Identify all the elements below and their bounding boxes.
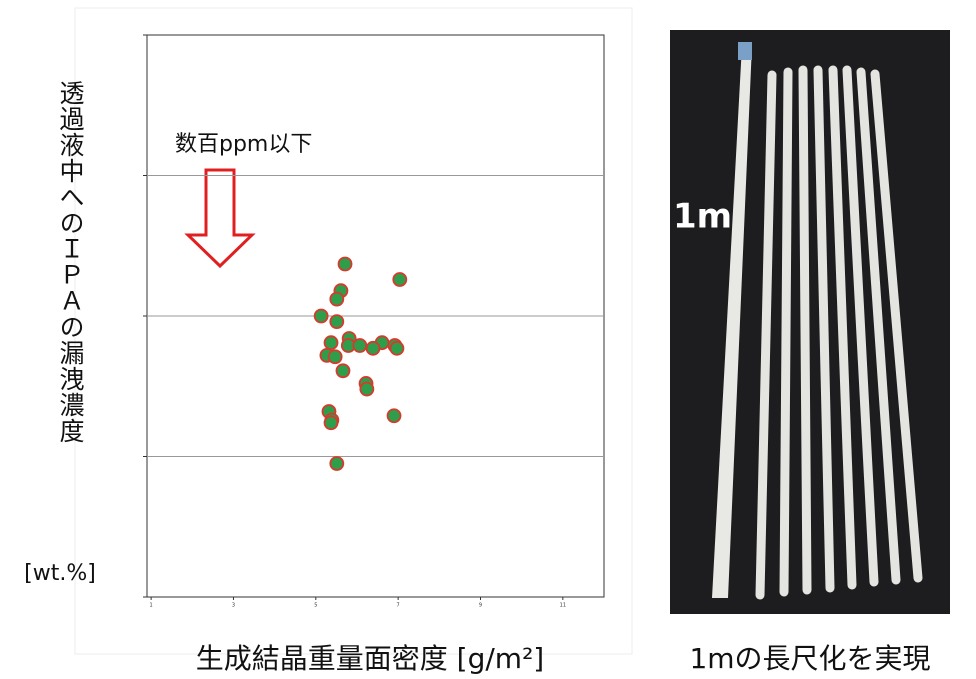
y-axis-label: 透過液中へのＩＰＡの漏洩濃度 xyxy=(56,80,85,444)
tubes xyxy=(755,65,923,600)
data-point xyxy=(337,256,353,272)
data-point xyxy=(365,340,381,356)
data-point xyxy=(323,415,339,431)
x-tick-label: 7 xyxy=(397,603,400,609)
data-point xyxy=(389,340,405,356)
x-tick-label: 9 xyxy=(479,603,482,609)
data-point xyxy=(313,308,329,324)
data-point xyxy=(329,456,345,471)
chart-panel xyxy=(74,7,633,655)
tape-clip xyxy=(738,42,752,60)
photo-label: 1m xyxy=(673,197,732,237)
data-point xyxy=(323,335,339,351)
x-tick-label: 11 xyxy=(560,603,566,609)
data-point xyxy=(327,349,343,365)
annotation: 数百ppm以下 xyxy=(175,132,312,157)
y-unit: [wt.%] xyxy=(24,561,96,586)
down-arrow xyxy=(184,168,256,269)
data-point xyxy=(329,291,345,307)
data-point xyxy=(359,381,375,397)
data-point xyxy=(352,338,368,353)
x-tick-label: 5 xyxy=(314,603,317,609)
x-tick-label: 3 xyxy=(232,603,235,609)
photo: 1m xyxy=(670,30,950,614)
data-point xyxy=(392,272,408,287)
tape-measure xyxy=(712,45,752,598)
photo-caption: 1mの長尺化を実現 xyxy=(689,642,930,675)
x-tick-label: 1 xyxy=(150,603,153,609)
data-point xyxy=(329,314,345,330)
x-axis-label: 生成結晶重量面密度 [g/m²] xyxy=(196,642,544,675)
data-point xyxy=(386,408,402,424)
data-point xyxy=(335,363,351,379)
